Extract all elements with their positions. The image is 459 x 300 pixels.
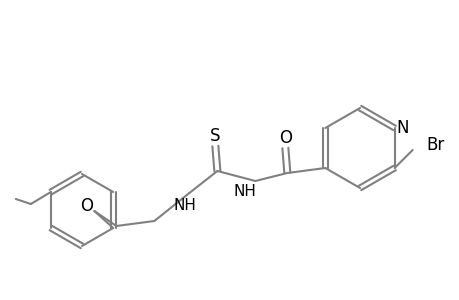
Text: Br: Br	[425, 136, 444, 154]
Text: NH: NH	[174, 197, 196, 212]
Text: NH: NH	[234, 184, 256, 199]
Text: O: O	[80, 197, 93, 215]
Text: S: S	[210, 127, 220, 145]
Text: O: O	[278, 129, 291, 147]
Text: N: N	[396, 119, 408, 137]
